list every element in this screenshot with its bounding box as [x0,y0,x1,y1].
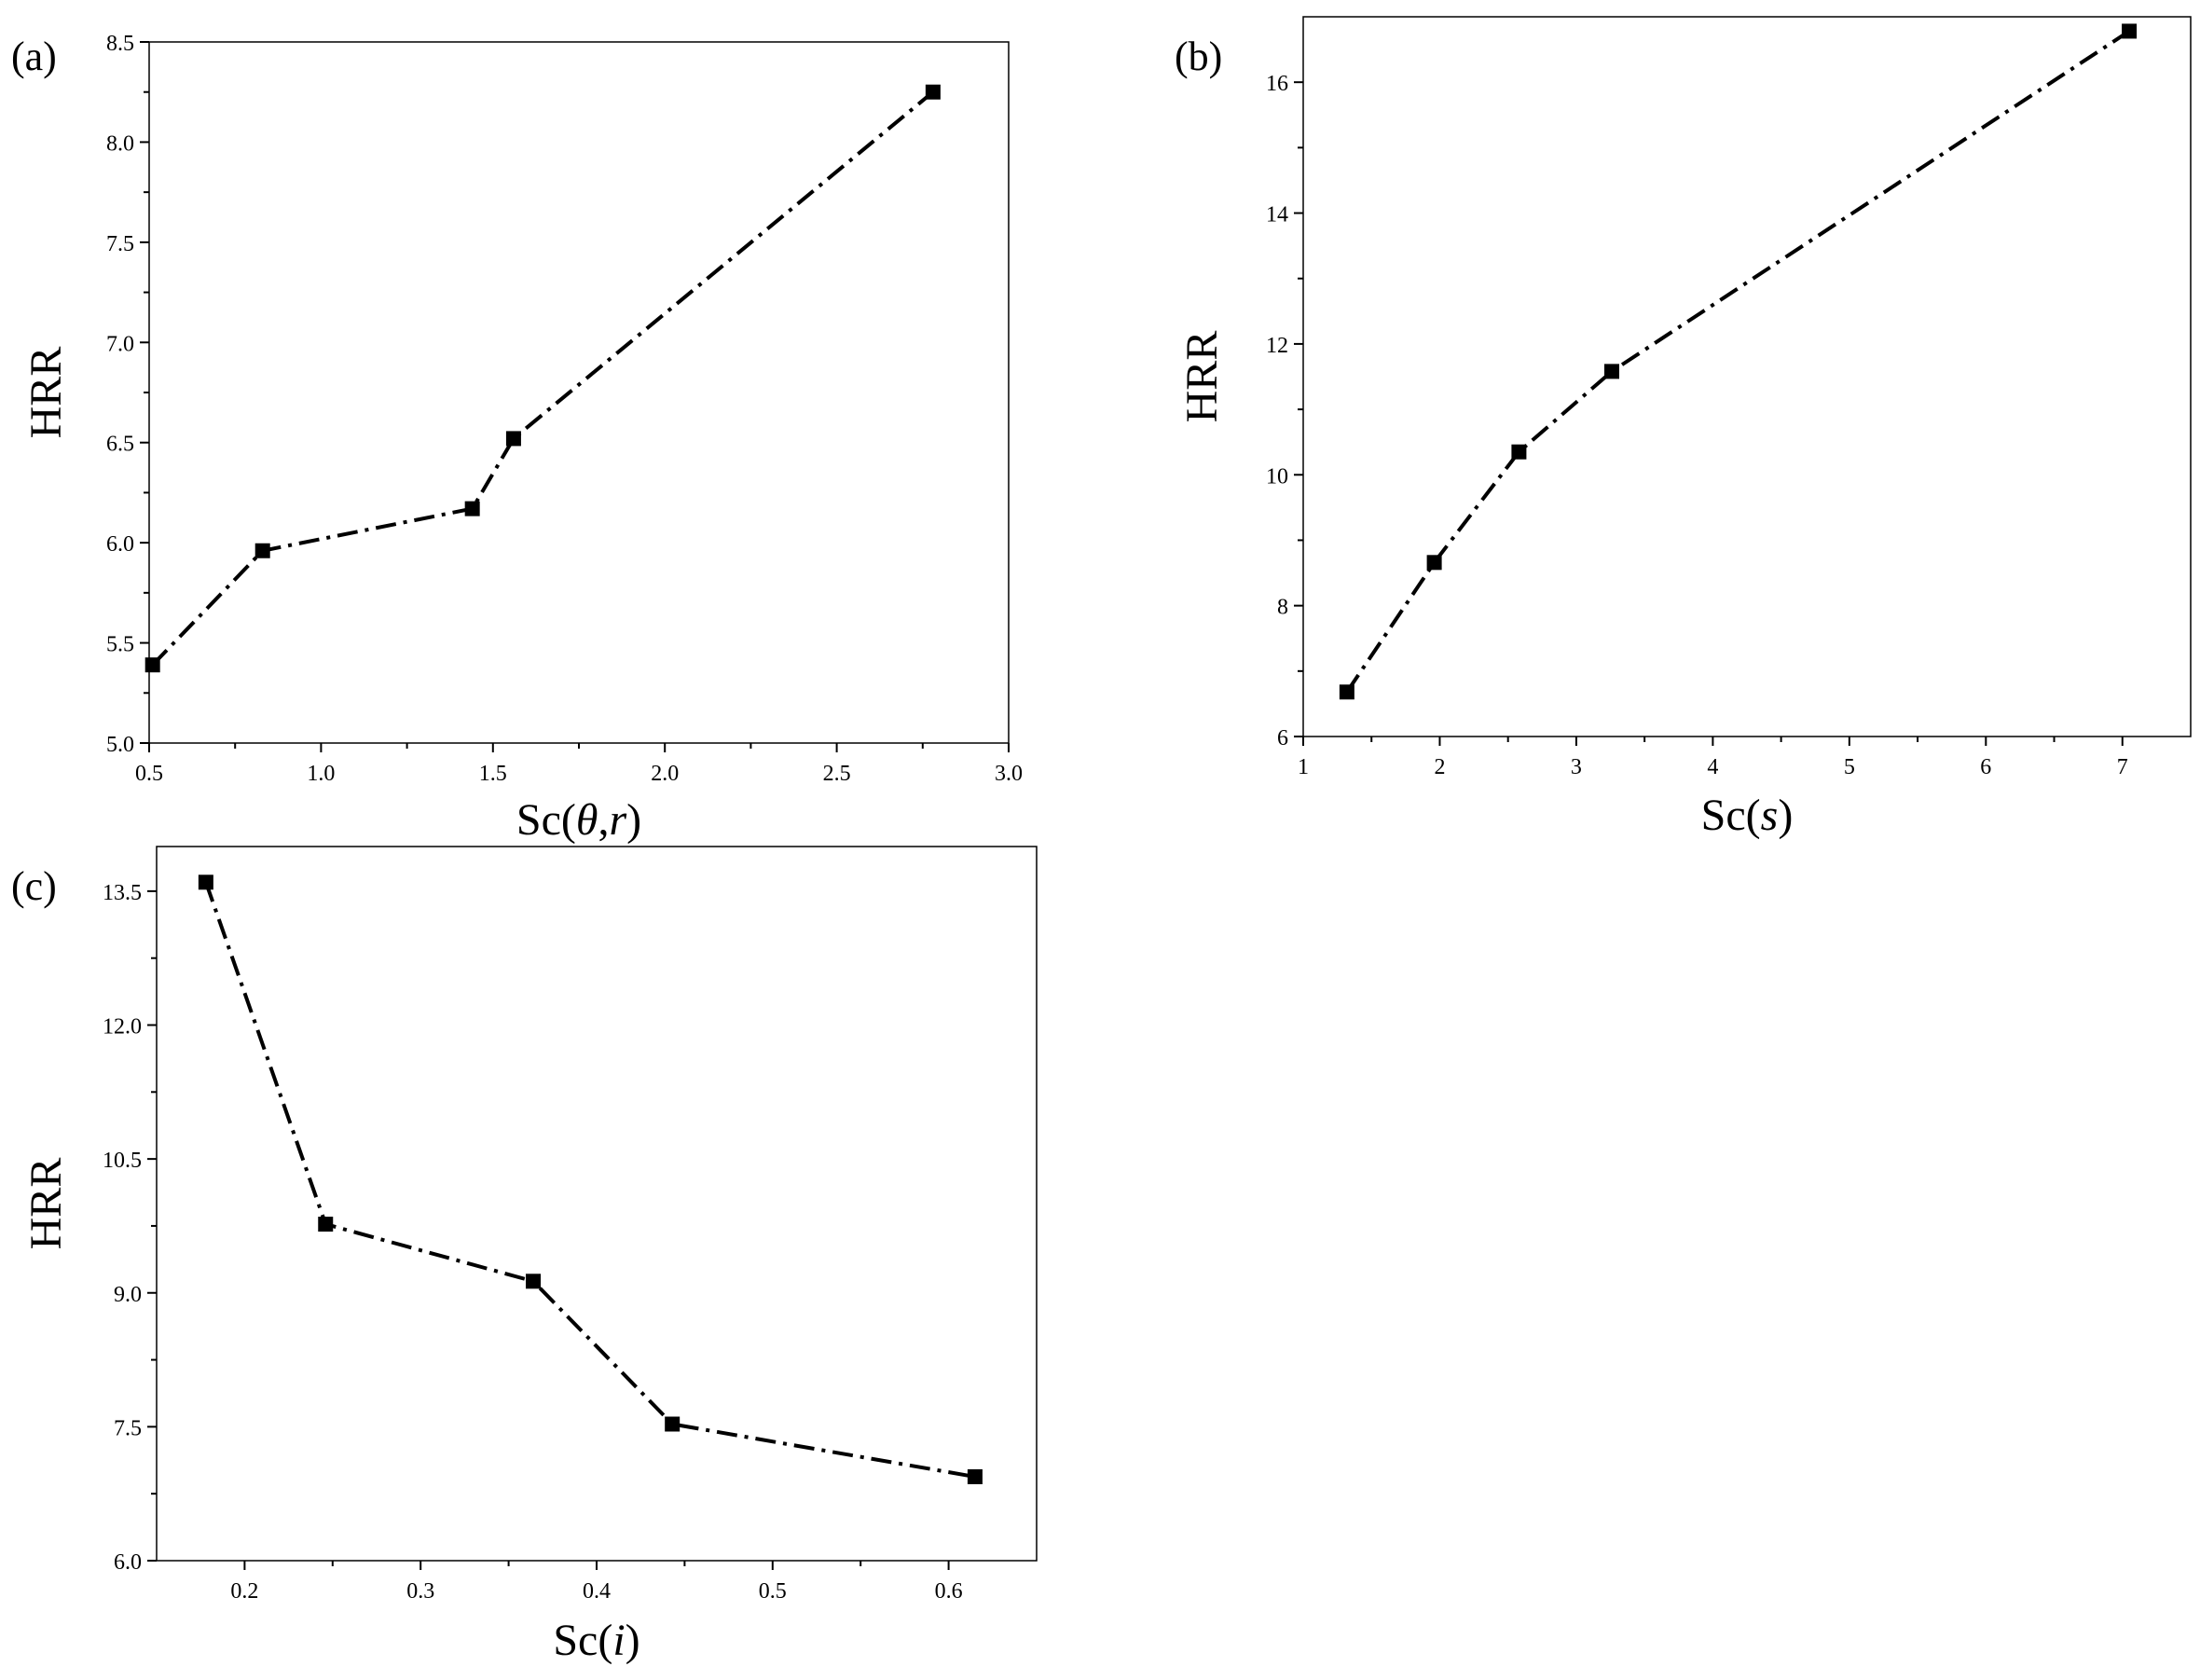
y-tick-label: 7.0 [106,332,134,356]
data-point [505,431,521,447]
x-tick-label: 0.5 [135,762,163,786]
series-line [151,90,935,667]
x-tick-label: 2 [1434,755,1445,779]
series-line [203,881,976,1479]
y-tick-label: 8.0 [106,131,134,156]
x-tick-label: 3.0 [995,762,1023,786]
y-tick-label: 12 [1266,334,1288,358]
y-tick-label: 10 [1266,464,1288,489]
panel-label: (c) [11,863,57,909]
y-tick-label: 6.5 [106,433,134,457]
x-tick-label: 0.6 [935,1579,963,1604]
y-tick-label: 6.0 [114,1550,142,1575]
y-tick-label: 8 [1277,596,1288,620]
y-tick-label: 14 [1266,203,1288,227]
x-tick-label: 0.5 [759,1579,787,1604]
x-tick-label: 5 [1844,755,1855,779]
chart-panel-c: 0.2 0.3 0.4 0.5 0.6 6.0 7.5 9.0 10.5 12.0 13.5 Sc(i… [11,846,1038,1665]
y-axis-label: HRR [1177,331,1227,423]
data-point [967,1468,983,1484]
x-axis-label: Sc(s) [1701,791,1794,840]
data-point [198,874,213,890]
plot-frame [156,846,1038,1562]
x-tick-label: 0.2 [230,1579,258,1604]
data-point [665,1416,681,1432]
x-axis-label: Sc(i) [553,1616,639,1665]
x-tick-label: 4 [1707,755,1718,779]
x-axis-label: Sc(θ,r) [516,795,641,845]
x-tick-label: 0.4 [583,1579,611,1604]
y-tick-label: 6.0 [106,532,134,557]
panel-label: (b) [1175,34,1222,79]
y-tick-label: 10.5 [103,1149,142,1173]
data-point [254,543,270,558]
y-tick-label: 5.0 [106,733,134,757]
x-tick-label: 2.5 [823,762,851,786]
data-point [1511,444,1527,460]
y-tick-label: 9.0 [114,1283,142,1307]
data-point [925,84,941,100]
x-tick-label: 1.0 [307,762,335,786]
chart-panel-a: 0.5 1.0 1.5 2.0 2.5 3.0 5.0 5.5 6.0 6.5 7.0 7.5 8.0 8… [11,32,1023,845]
y-tick-label: 5.5 [106,633,134,657]
x-tick-label: 2.0 [651,762,679,786]
data-point [464,501,480,516]
x-tick-label: 1 [1298,755,1309,779]
y-tick-label: 16 [1266,72,1288,96]
y-axis-label: HRR [21,1158,71,1250]
data-point [318,1217,334,1232]
data-point [2122,23,2138,39]
y-axis-label: HRR [21,347,71,439]
y-tick-label: 7.5 [106,232,134,256]
y-tick-label: 6 [1277,726,1288,750]
plot-frame [148,41,1010,744]
y-tick-label: 7.5 [114,1416,142,1440]
data-point [1604,364,1620,379]
x-tick-label: 3 [1571,755,1582,779]
data-point [1339,684,1354,700]
series-line [1345,29,2131,694]
data-point [144,657,160,673]
data-point [526,1274,542,1289]
y-tick-label: 8.5 [106,32,134,56]
plot-frame [1302,16,2192,737]
data-point [1426,555,1442,571]
y-tick-label: 13.5 [103,881,142,905]
x-tick-label: 0.3 [406,1579,434,1604]
x-tick-label: 1.5 [479,762,507,786]
panel-label: (a) [11,34,57,79]
x-tick-label: 6 [1980,755,1991,779]
y-tick-label: 12.0 [103,1015,142,1040]
x-tick-label: 7 [2117,755,2128,779]
